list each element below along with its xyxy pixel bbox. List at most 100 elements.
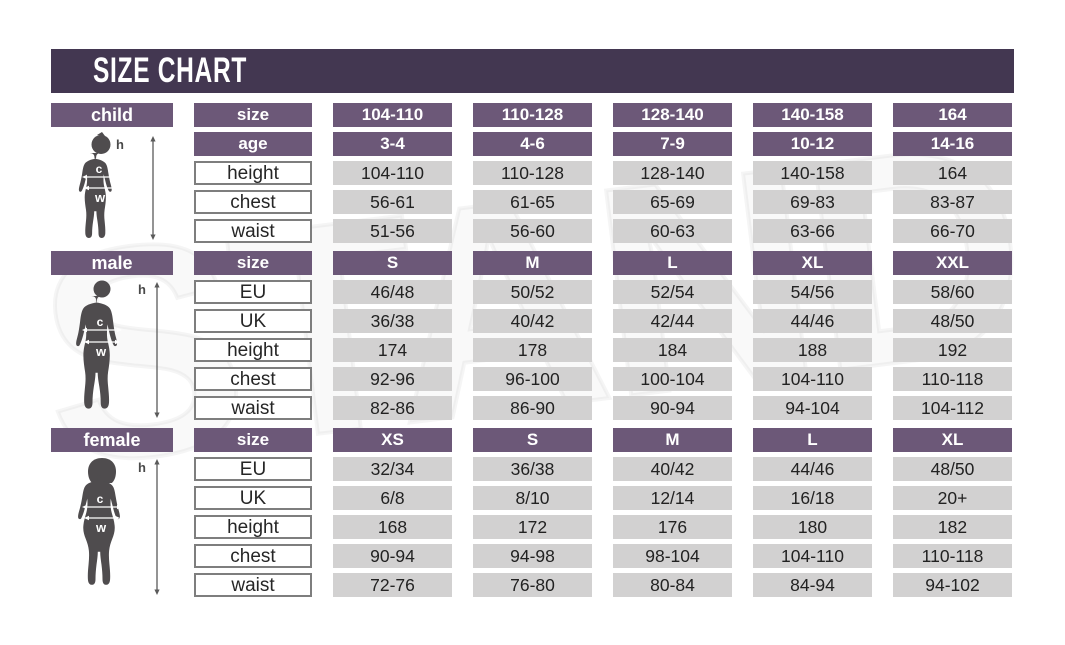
height-mark-label: h — [138, 460, 146, 475]
male-EU-value-4: 58/60 — [893, 280, 1012, 304]
male-height-value-1: 178 — [473, 338, 592, 362]
female-EU-value-0: 32/34 — [333, 457, 452, 481]
male-EU-value-3: 54/56 — [753, 280, 872, 304]
child-size-value-3: 140-158 — [753, 103, 872, 127]
child-waist-value-2: 60-63 — [613, 219, 732, 243]
female-EU-value-4: 48/50 — [893, 457, 1012, 481]
row-label-female-size: size — [194, 428, 312, 452]
female-size-value-4: XL — [893, 428, 1012, 452]
male-size-value-2: L — [613, 251, 732, 275]
child-waist-value-3: 63-66 — [753, 219, 872, 243]
child-age-value-0: 3-4 — [333, 132, 452, 156]
female-waist-value-1: 76-80 — [473, 573, 592, 597]
chest-mark-label: c — [96, 162, 103, 176]
height-mark-label: h — [116, 137, 124, 152]
chest-mark-label: c — [97, 492, 104, 506]
female-height-value-0: 168 — [333, 515, 452, 539]
height-arrow-icon — [150, 136, 156, 142]
child-chest-value-2: 65-69 — [613, 190, 732, 214]
row-label-male-chest: chest — [194, 367, 312, 391]
child-age-value-3: 10-12 — [753, 132, 872, 156]
female-chest-value-4: 110-118 — [893, 544, 1012, 568]
male-UK-value-0: 36/38 — [333, 309, 452, 333]
child-waist-value-0: 51-56 — [333, 219, 452, 243]
female-UK-value-1: 8/10 — [473, 486, 592, 510]
male-chest-value-4: 110-118 — [893, 367, 1012, 391]
child-age-value-2: 7-9 — [613, 132, 732, 156]
row-label-male-EU: EU — [194, 280, 312, 304]
female-chest-value-2: 98-104 — [613, 544, 732, 568]
female-UK-value-4: 20+ — [893, 486, 1012, 510]
child-waist-value-1: 56-60 — [473, 219, 592, 243]
male-chest-value-2: 100-104 — [613, 367, 732, 391]
child-chest-value-4: 83-87 — [893, 190, 1012, 214]
section-label-female: female — [51, 428, 173, 452]
child-waist-value-4: 66-70 — [893, 219, 1012, 243]
male-height-value-4: 192 — [893, 338, 1012, 362]
male-height-value-3: 188 — [753, 338, 872, 362]
waist-arrow-icon — [84, 515, 89, 521]
male-waist-value-4: 104-112 — [893, 396, 1012, 420]
row-label-child-height: height — [194, 161, 312, 185]
chest-mark-label: c — [97, 315, 104, 329]
female-waist-value-0: 72-76 — [333, 573, 452, 597]
male-size-value-4: XXL — [893, 251, 1012, 275]
height-arrow-icon — [154, 459, 160, 465]
child-height-value-3: 140-158 — [753, 161, 872, 185]
chest-arrow-icon — [82, 504, 87, 510]
male-size-value-3: XL — [753, 251, 872, 275]
female-height-value-4: 182 — [893, 515, 1012, 539]
female-size-value-1: S — [473, 428, 592, 452]
female-height-value-2: 176 — [613, 515, 732, 539]
row-label-male-waist: waist — [194, 396, 312, 420]
row-label-child-size: size — [194, 103, 312, 127]
male-waist-value-1: 86-90 — [473, 396, 592, 420]
height-arrow-icon — [154, 282, 160, 288]
male-EU-value-0: 46/48 — [333, 280, 452, 304]
female-EU-value-2: 40/42 — [613, 457, 732, 481]
female-EU-value-3: 44/46 — [753, 457, 872, 481]
waist-mark-label: w — [95, 520, 107, 535]
waist-mark-label: w — [94, 190, 106, 205]
row-label-male-UK: UK — [194, 309, 312, 333]
section-child: child c w h size 104-110 110-128 128-140 140-158… — [51, 103, 1014, 243]
row-label-female-waist: waist — [194, 573, 312, 597]
child-size-value-4: 164 — [893, 103, 1012, 127]
chest-arrow-icon — [82, 327, 87, 333]
page-title: SIZE CHART — [93, 51, 247, 90]
row-label-male-size: size — [194, 251, 312, 275]
female-height-value-1: 172 — [473, 515, 592, 539]
female-size-value-0: XS — [333, 428, 452, 452]
female-height-value-3: 180 — [753, 515, 872, 539]
male-UK-value-1: 40/42 — [473, 309, 592, 333]
male-chest-value-0: 92-96 — [333, 367, 452, 391]
child-height-value-2: 128-140 — [613, 161, 732, 185]
row-label-child-chest: chest — [194, 190, 312, 214]
waist-arrow-icon — [84, 185, 89, 191]
female-silhouette-icon: cw h — [78, 458, 160, 595]
female-chest-value-1: 94-98 — [473, 544, 592, 568]
section-label-male: male — [51, 251, 173, 275]
female-waist-value-4: 94-102 — [893, 573, 1012, 597]
female-EU-value-1: 36/38 — [473, 457, 592, 481]
child-size-value-1: 110-128 — [473, 103, 592, 127]
row-label-child-waist: waist — [194, 219, 312, 243]
female-chest-value-3: 104-110 — [753, 544, 872, 568]
section-female: female c w h size XS S M L XL EU 32/34 36/38 40/42 44/… — [51, 428, 1014, 597]
male-UK-value-4: 48/50 — [893, 309, 1012, 333]
row-label-child-age: age — [194, 132, 312, 156]
male-UK-value-2: 42/44 — [613, 309, 732, 333]
female-waist-value-2: 80-84 — [613, 573, 732, 597]
female-chest-value-0: 90-94 — [333, 544, 452, 568]
male-EU-value-1: 50/52 — [473, 280, 592, 304]
male-silhouette-icon: c w h — [76, 280, 160, 418]
child-age-value-1: 4-6 — [473, 132, 592, 156]
title-banner: SIZE CHART — [51, 49, 1014, 93]
female-UK-value-0: 6/8 — [333, 486, 452, 510]
child-chest-value-1: 61-65 — [473, 190, 592, 214]
child-chest-value-3: 69-83 — [753, 190, 872, 214]
child-size-value-2: 128-140 — [613, 103, 732, 127]
female-UK-value-3: 16/18 — [753, 486, 872, 510]
